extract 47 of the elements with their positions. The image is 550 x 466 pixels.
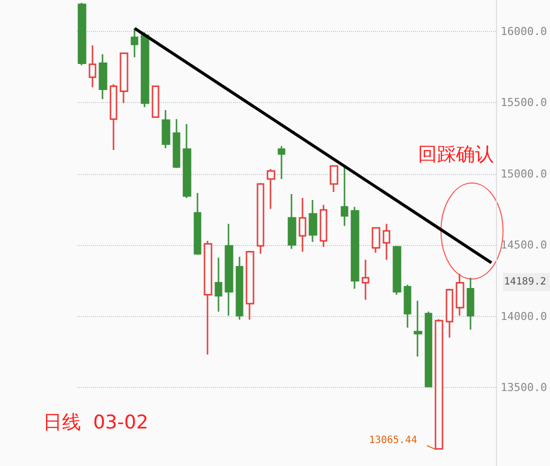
candlestick <box>182 123 192 199</box>
candlestick <box>382 223 390 261</box>
candlestick <box>88 44 96 88</box>
candlestick <box>372 227 380 254</box>
candlestick <box>392 245 402 296</box>
candlestick <box>110 83 118 151</box>
candlestick <box>414 300 422 358</box>
candlestick <box>298 197 306 253</box>
candlestick <box>424 310 432 388</box>
candlestick <box>330 165 338 193</box>
candlestick <box>214 257 222 312</box>
candlestick <box>278 145 286 180</box>
annotation: 回踩确认 <box>418 144 494 166</box>
candlestick <box>466 276 474 330</box>
candlestick <box>172 118 180 169</box>
candlestick <box>120 52 128 104</box>
candlestick <box>456 273 464 316</box>
text: 14189.2 <box>504 276 546 288</box>
candlestick <box>98 54 108 100</box>
candlestick <box>308 199 318 243</box>
candlestick <box>246 250 254 320</box>
candlestick <box>362 259 370 300</box>
y-tick-label: 16000.0 <box>500 24 547 38</box>
y-tick-label: 14500.0 <box>500 238 547 252</box>
y-tick-label: 15000.0 <box>500 167 547 180</box>
candlestick <box>350 206 360 290</box>
candlestick <box>320 204 328 248</box>
y-tick-label: 15500.0 <box>500 96 547 110</box>
candlestick <box>78 2 86 66</box>
candlestick <box>152 85 160 118</box>
candlestick <box>266 168 276 210</box>
candlestick <box>130 28 138 58</box>
candlestick <box>194 192 202 256</box>
candlestick <box>204 240 212 356</box>
y-tick-label: 14000.0 <box>500 310 547 323</box>
candlestick <box>256 182 264 255</box>
candlestick <box>162 109 170 149</box>
candlestick <box>236 256 244 320</box>
y-tick-label: 13500.0 <box>500 381 547 394</box>
annotation: 13065.44 <box>368 435 418 446</box>
candlestick <box>434 318 444 450</box>
candlestick <box>288 193 296 250</box>
candlestick <box>224 223 234 316</box>
candlestick <box>140 32 150 108</box>
candlestick <box>404 284 412 328</box>
candlestick <box>446 288 454 338</box>
text: 日线 03-02 <box>43 412 148 434</box>
